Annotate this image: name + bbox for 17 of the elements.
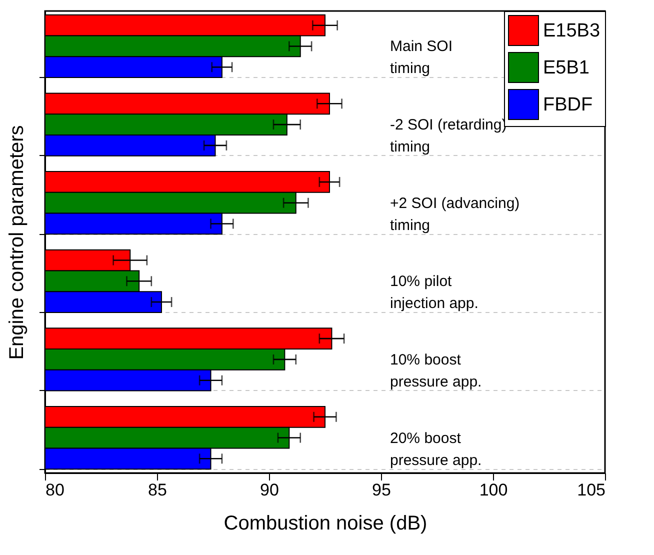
x-tick-label: 100 [479,480,508,500]
y-tick-label: 10% pilot injection app. [390,273,478,312]
y-tick-label: 20% boost pressure app. [390,430,482,469]
legend-label: FBDF [543,94,593,116]
x-tick-label: 90 [260,480,279,500]
x-axis-title: Combustion noise (dB) [224,512,428,534]
y-tick-label: +2 SOI (advancing) timing [390,194,520,234]
y-tick-label: 10% boost pressure app. [390,351,482,390]
x-tick-label: 105 [577,480,606,500]
legend-label: E5B1 [543,58,590,78]
y-tick-label: Main SOI timing [390,38,453,78]
x-tick-label: 80 [46,480,64,500]
x-tick-label: 85 [148,480,167,500]
x-tick-label: 95 [372,480,391,500]
legend-label: E15B3 [543,20,600,42]
y-tick-label: -2 SOI (retarding) timing [390,116,507,156]
y-axis-title: Engine control parameters [6,125,28,360]
